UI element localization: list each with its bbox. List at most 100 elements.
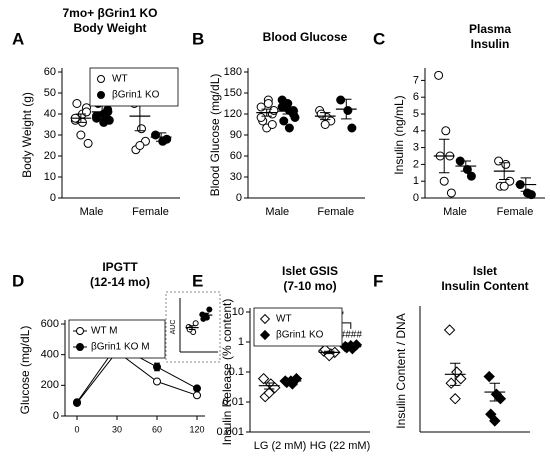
chart-title: IPGTT (102, 260, 138, 274)
chart-title: 7mo+ βGrin1 KO (62, 6, 157, 20)
error-bar (341, 98, 352, 120)
series-line (76, 350, 198, 404)
y-tick-label: 1 (413, 175, 419, 187)
chart-title: (7-10 mo) (283, 279, 336, 293)
circle-marker (73, 398, 81, 407)
circle-marker (153, 377, 161, 386)
legend-box (89, 67, 179, 107)
legend-label: WT (276, 314, 292, 325)
circle-marker (343, 106, 353, 115)
panel-letter: B (192, 29, 204, 48)
legend-label: WT M (91, 326, 117, 337)
error-bar (499, 162, 510, 181)
x-tick-label: 60 (152, 424, 162, 434)
circle-marker (206, 306, 213, 313)
chart-title: Body Weight (73, 21, 146, 35)
chart-title: Plasma (469, 22, 511, 36)
circle-marker (284, 123, 294, 133)
y-tick-label: 0 (236, 192, 242, 204)
panel-letter: F (373, 271, 383, 290)
x-tick-label: 120 (189, 424, 204, 434)
y-axis-label: Blood Glucose (mg/dL) (208, 74, 222, 197)
error-bar (489, 382, 500, 402)
diamond-marker (263, 387, 275, 399)
circle-marker (97, 75, 105, 83)
circle-marker (72, 99, 82, 108)
error-bar (202, 312, 210, 318)
y-tick-label: 600 (41, 318, 59, 330)
error-bar (520, 177, 531, 192)
circle-marker (288, 106, 298, 115)
legend-label: βGrin1 KO (276, 330, 324, 341)
y-tick-label: 30 (230, 171, 242, 183)
legend-label: βGrin1 KO M (91, 342, 150, 353)
circle-marker (269, 106, 279, 115)
y-tick-label: 0 (413, 192, 419, 204)
circle-marker (267, 120, 277, 129)
legend-box (68, 319, 166, 359)
error-bar (282, 107, 293, 115)
y-tick-label: 7 (413, 74, 419, 86)
circle-marker (76, 343, 84, 351)
error-bar (345, 345, 356, 348)
circle-marker (446, 188, 456, 198)
y-tick-label: 120 (224, 108, 242, 120)
circle-marker (76, 327, 84, 335)
inset-frame (165, 291, 221, 363)
circle-marker (193, 384, 201, 393)
x-tick-label: Female (497, 206, 534, 218)
y-tick-label: 5 (413, 108, 419, 120)
legend-label: WT (112, 74, 128, 85)
y-tick-label: 200 (41, 379, 59, 391)
circle-marker (97, 91, 105, 99)
diamond-marker (259, 313, 271, 325)
circle-marker (136, 124, 146, 134)
y-tick-label: 50 (44, 87, 56, 99)
y-tick-label: 40 (44, 108, 56, 120)
panel-letter: E (192, 271, 203, 290)
chart-title: Insulin (471, 37, 510, 51)
error-bar (155, 132, 167, 142)
x-tick-label: LG (2 mM) (254, 440, 307, 452)
diamond-marker (483, 370, 495, 383)
error-bar (188, 325, 196, 330)
chart-title: Islet GSIS (282, 264, 338, 278)
y-tick-label: 150 (224, 87, 242, 99)
circle-marker (193, 391, 201, 400)
y-tick-label: 3 (413, 142, 419, 154)
circle-marker (501, 159, 511, 169)
legend-box (253, 307, 343, 347)
y-tick-label: 400 (41, 349, 59, 361)
y-tick-label: 0.001 (216, 426, 244, 438)
circle-marker (434, 70, 444, 80)
y-tick-label: 30 (44, 129, 56, 141)
diamond-marker (259, 329, 271, 341)
panel-letter: D (12, 271, 24, 290)
x-tick-label: Male (265, 206, 289, 218)
x-tick-label: Female (132, 206, 169, 218)
y-axis-label: Insulin Content / DNA (394, 313, 408, 428)
circle-marker (153, 362, 161, 371)
circle-marker (336, 95, 346, 105)
y-axis-label: Glucose (mg/dL) (18, 326, 32, 415)
error-bar (460, 160, 471, 172)
error-bar (264, 382, 275, 390)
circle-marker (526, 190, 536, 200)
circle-marker (81, 107, 91, 117)
error-bar (261, 108, 272, 117)
error-bar (439, 138, 450, 174)
x-tick-label: HG (22 mM) (310, 440, 371, 452)
circle-marker (135, 141, 145, 150)
circle-marker (192, 320, 199, 327)
y-tick-label: 60 (44, 66, 56, 78)
diamond-marker (455, 373, 467, 385)
y-tick-label: 20 (44, 150, 56, 162)
circle-marker (466, 171, 476, 181)
error-bar (285, 379, 296, 383)
error-bar (450, 362, 461, 386)
y-tick-label: 2 (413, 158, 419, 170)
y-axis-label: AUC (170, 320, 177, 335)
circle-marker (279, 116, 289, 126)
circle-marker (263, 99, 273, 108)
